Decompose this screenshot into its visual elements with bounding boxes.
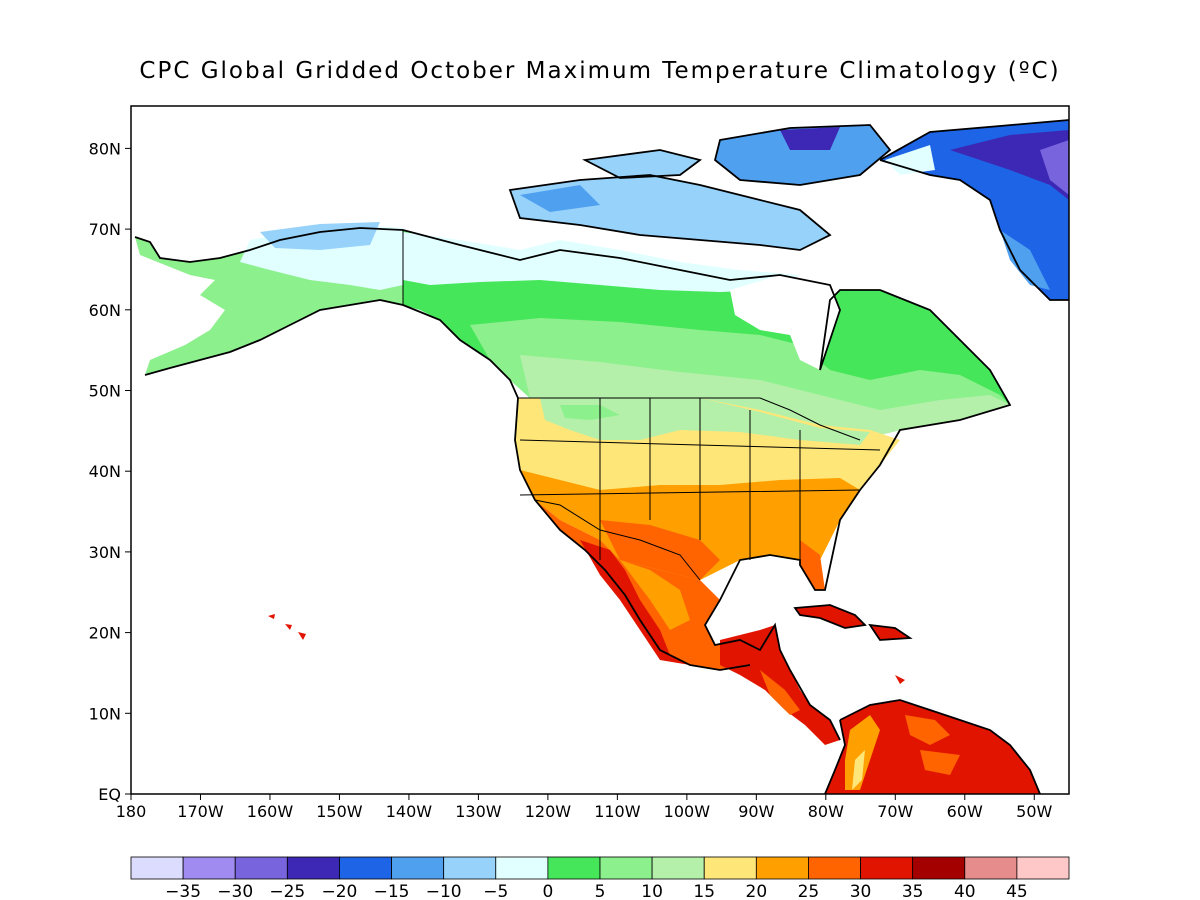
- temperature-fill: [134, 119, 1069, 794]
- map-title: CPC Global Gridded October Maximum Tempe…: [139, 58, 1061, 84]
- lon-tick-label: 60W: [947, 802, 983, 821]
- colorbar-swatch: [130, 856, 184, 880]
- colorbar-label: 20: [746, 882, 768, 900]
- lat-tick-label: EQ: [98, 785, 121, 804]
- colorbar-label: 30: [850, 882, 872, 900]
- colorbar-swatch: [182, 856, 236, 880]
- lat-tick-label: 70N: [89, 220, 121, 239]
- colorbar-label: −15: [374, 882, 410, 900]
- lon-tick-label: 160W: [247, 802, 294, 821]
- colorbar-label: −5: [483, 882, 508, 900]
- colorbar-swatch: [391, 856, 445, 880]
- colorbar-swatch: [703, 856, 757, 880]
- lat-tick-label: 10N: [89, 704, 121, 723]
- colorbar-swatch: [234, 856, 288, 880]
- hawaii: [268, 614, 306, 640]
- colorbar-swatch: [547, 856, 601, 880]
- colorbar-swatch: [755, 856, 809, 880]
- colorbar-swatch: [1016, 856, 1070, 880]
- lon-tick-label: 100W: [664, 802, 711, 821]
- colorbar-swatch: [339, 856, 392, 880]
- coastlines: [134, 119, 1069, 794]
- lat-tick-label: 60N: [89, 301, 121, 320]
- lon-tick-label: 140W: [386, 802, 433, 821]
- colorbar-swatch: [651, 856, 705, 880]
- colorbar-label: −20: [321, 882, 357, 900]
- political-borders: [402, 230, 881, 581]
- lon-tick-label: 120W: [525, 802, 572, 821]
- cuba: [795, 605, 865, 628]
- colorbar-label: 25: [798, 882, 820, 900]
- arctic-islands: [715, 125, 890, 185]
- lon-tick-label: 70W: [877, 802, 913, 821]
- colorbar-swatch: [912, 856, 966, 880]
- colorbar-swatch: [599, 856, 653, 880]
- colorbar-label: 35: [902, 882, 924, 900]
- colorbar-swatch: [495, 856, 549, 880]
- longitude-ticks: 180 170W 160W 150W 140W 130W 120W 110W 100W 90W 80…: [116, 794, 1053, 821]
- lat-tick-label: 20N: [89, 624, 121, 643]
- lon-tick-label: 80W: [808, 802, 844, 821]
- colorbar-label: 45: [1006, 882, 1028, 900]
- colorbar-label: −25: [269, 882, 305, 900]
- colorbar: −35 −30 −25 −20 −15 −10 −5 0 5 10 15 20 25 30 35 40 45: [130, 856, 1070, 900]
- lon-tick-label: 170W: [177, 802, 224, 821]
- central-america: [720, 625, 840, 745]
- colorbar-label: −30: [217, 882, 253, 900]
- south-america: [825, 700, 1040, 794]
- lat-tick-label: 80N: [89, 139, 121, 158]
- lat-tick-label: 30N: [89, 543, 121, 562]
- map-frame: [130, 105, 1070, 795]
- lat-tick-label: 40N: [89, 462, 121, 481]
- lon-tick-label: 90W: [738, 802, 774, 821]
- lon-tick-label: 110W: [594, 802, 641, 821]
- colorbar-label: 5: [595, 882, 606, 900]
- colorbar-label: 0: [542, 882, 553, 900]
- lon-tick-label: 150W: [316, 802, 363, 821]
- colorbar-label: 40: [954, 882, 976, 900]
- lon-tick-label: 50W: [1016, 802, 1052, 821]
- colorbar-label: −10: [426, 882, 462, 900]
- lon-tick-label: 130W: [455, 802, 502, 821]
- colorbar-label: 10: [641, 882, 663, 900]
- colorbar-label: −35: [165, 882, 201, 900]
- colorbar-swatch: [860, 856, 914, 880]
- colorbar-swatch: [964, 856, 1018, 880]
- colorbar-swatch: [808, 856, 861, 880]
- lat-tick-label: 50N: [89, 382, 121, 401]
- colorbar-swatch: [443, 856, 497, 880]
- colorbar-swatch: [286, 856, 340, 880]
- colorbar-label: 15: [693, 882, 715, 900]
- lon-tick-label: 180: [116, 802, 147, 821]
- hudson-bay: [730, 275, 840, 370]
- latitude-ticks: EQ 10N 20N 30N 40N 50N 60N 70N 80N: [89, 139, 131, 804]
